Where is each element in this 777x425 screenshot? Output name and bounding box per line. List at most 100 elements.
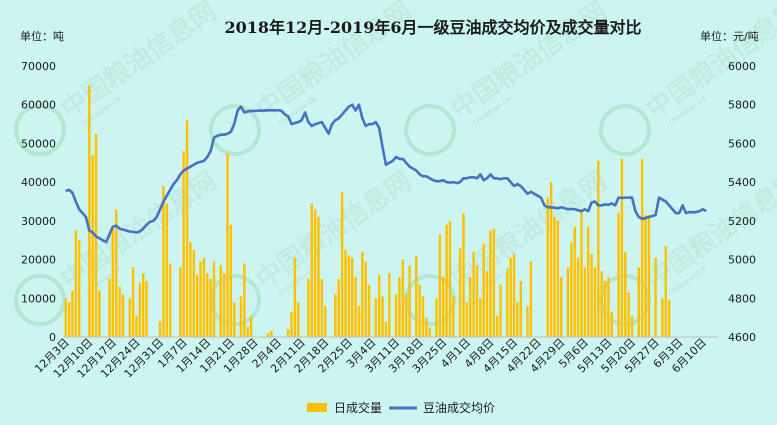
- volume-bar: [465, 302, 469, 337]
- left-axis: 0 10000 20000 30000 40000 50000 60000 70000: [21, 60, 56, 344]
- volume-bar: [516, 302, 519, 337]
- volume-bar: [77, 240, 81, 337]
- volume-bar: [661, 298, 664, 337]
- volume-bar: [249, 315, 253, 337]
- volume-bar: [138, 282, 142, 337]
- volume-bar: [435, 298, 438, 337]
- volume-bar: [452, 296, 455, 337]
- volume-bar: [135, 315, 138, 337]
- left-tick-label: 70000: [21, 60, 56, 73]
- volume-bar: [367, 284, 371, 337]
- volume-bar: [145, 280, 148, 337]
- volume-bar: [354, 276, 357, 337]
- volume-bar: [364, 261, 367, 337]
- bar-series-daily-volume: [64, 85, 671, 337]
- volume-bar: [475, 265, 479, 337]
- volume-bar: [421, 296, 425, 337]
- right-axis-unit: 单位：元/吨: [700, 29, 759, 43]
- volume-bar: [317, 216, 320, 337]
- volume-bar: [499, 284, 502, 337]
- volume-bar: [624, 251, 627, 337]
- volume-bar: [438, 234, 442, 337]
- volume-bar: [617, 213, 620, 337]
- volume-bar: [381, 296, 384, 337]
- left-tick-label: 60000: [21, 99, 56, 112]
- volume-bar: [209, 278, 212, 337]
- volume-bar: [495, 315, 499, 337]
- left-axis-unit: 单位：吨: [20, 29, 64, 43]
- volume-bar: [115, 209, 118, 337]
- volume-bar: [593, 267, 597, 337]
- volume-bar: [179, 267, 182, 337]
- volume-bar: [128, 298, 131, 337]
- volume-bar: [462, 213, 465, 337]
- volume-bar: [482, 244, 485, 337]
- volume-bar: [233, 302, 236, 337]
- volume-bar: [351, 257, 354, 337]
- left-tick-label: 10000: [21, 292, 56, 305]
- legend-line-label: 豆油成交均价: [423, 400, 495, 415]
- volume-bar: [340, 191, 344, 337]
- volume-bar: [121, 294, 125, 337]
- volume-bar: [229, 224, 233, 337]
- volume-bar: [88, 85, 91, 337]
- volume-bar: [394, 294, 398, 337]
- volume-bar: [610, 311, 614, 337]
- right-tick-label: 5200: [728, 215, 756, 228]
- volume-bar: [583, 267, 587, 337]
- volume-bar: [607, 276, 610, 337]
- volume-bar: [580, 209, 583, 337]
- volume-bar: [313, 209, 317, 337]
- volume-bar: [324, 306, 327, 337]
- volume-bar: [654, 257, 657, 337]
- volume-bar: [448, 220, 452, 337]
- volume-bar: [630, 315, 634, 337]
- right-tick-label: 4600: [728, 331, 756, 344]
- watermark-logo-icon: [14, 274, 66, 326]
- volume-bar: [664, 246, 667, 337]
- volume-bar: [219, 265, 222, 337]
- volume-bar: [266, 333, 270, 337]
- volume-bar: [202, 257, 206, 337]
- right-tick-label: 5000: [728, 254, 756, 267]
- volume-bar: [556, 220, 560, 337]
- left-tick-label: 30000: [21, 215, 56, 228]
- volume-bar: [195, 275, 199, 337]
- volume-bar: [111, 228, 115, 337]
- volume-bar: [415, 255, 418, 337]
- volume-bar: [246, 327, 249, 337]
- volume-bar: [74, 230, 78, 337]
- volume-bar: [347, 255, 351, 337]
- volume-bar: [546, 197, 549, 337]
- volume-bar: [98, 290, 101, 337]
- watermark-logo-icon: [209, 104, 261, 156]
- right-axis: 4600 4800 5000 5200 5400 5600 5800 6000: [728, 60, 756, 344]
- volume-bar: [526, 306, 529, 337]
- volume-bar: [388, 273, 391, 337]
- volume-bar: [553, 216, 556, 337]
- volume-bar: [489, 230, 492, 337]
- volume-bar: [384, 321, 388, 337]
- volume-bar: [297, 302, 300, 337]
- volume-bar: [408, 265, 411, 337]
- volume-bar: [442, 276, 445, 337]
- legend: 日成交量 豆油成交均价: [307, 400, 495, 415]
- volume-bar: [445, 224, 448, 337]
- volume-bar: [334, 294, 337, 337]
- volume-bar: [374, 298, 378, 337]
- volume-bar: [290, 311, 293, 337]
- volume-bar: [401, 259, 405, 337]
- left-tick-label: 0: [49, 331, 56, 344]
- volume-bar: [162, 186, 165, 337]
- watermark-logo-icon: [404, 104, 456, 156]
- chart-title: 2018年12月-2019年6月一级豆油成交均价及成交量对比: [224, 18, 641, 37]
- left-tick-label: 20000: [21, 254, 56, 267]
- volume-bar: [627, 292, 630, 337]
- volume-bar: [472, 251, 475, 337]
- volume-bar: [637, 267, 640, 337]
- volume-bar: [185, 120, 189, 337]
- volume-bar: [597, 160, 600, 337]
- volume-bar: [529, 261, 533, 337]
